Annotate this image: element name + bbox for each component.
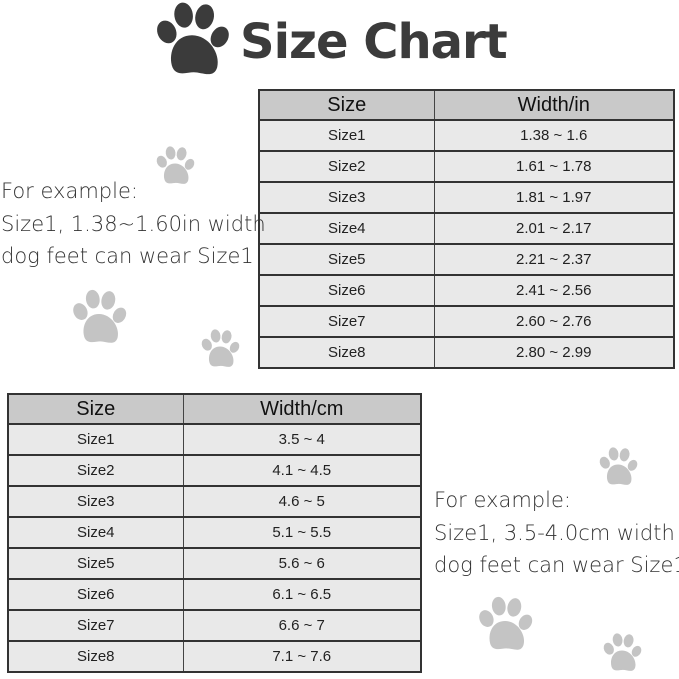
header-size: Size [258,89,435,120]
note-line: For example: [434,488,571,512]
size-cell: Size8 [7,640,184,673]
note-line: dog feet can wear Size1 [1,244,254,268]
note-line: Size1, 1.38~1.60in width [1,211,266,236]
table-row: Size5 2.21 ~ 2.37 [258,243,675,276]
table-row: Size7 6.6 ~ 7 [7,609,422,642]
table-row: Size2 4.1 ~ 4.5 [7,454,422,487]
inch-example-note: For example: Size1, 1.38~1.60in width do… [1,175,266,273]
size-cell: Size3 [258,181,435,214]
width-cell: 2.80 ~ 2.99 [433,336,675,369]
size-cell: Size1 [258,119,435,152]
width-cell: 1.38 ~ 1.6 [433,119,675,152]
cm-example-note: For example: Size1, 3.5-4.0cm width dog … [434,484,679,582]
table-row: Size7 2.60 ~ 2.76 [258,305,675,338]
cm-size-table: Size Width/cm Size1 3.5 ~ 4 Size2 4.1 ~ 4.5 S… [7,393,422,673]
header-size: Size [7,393,184,424]
table-row: Size8 7.1 ~ 7.6 [7,640,422,673]
paw-print-icon [68,288,130,350]
width-cell: 3.5 ~ 4 [182,423,422,456]
size-cell: Size5 [7,547,184,580]
size-cell: Size6 [258,274,435,307]
width-cell: 6.1 ~ 6.5 [182,578,422,611]
table-row: Size6 6.1 ~ 6.5 [7,578,422,611]
note-line: For example: [1,179,138,203]
width-cell: 7.1 ~ 7.6 [182,640,422,673]
size-cell: Size6 [7,578,184,611]
size-cell: Size2 [258,150,435,183]
header-width: Width/cm [182,393,422,424]
size-cell: Size4 [7,516,184,549]
table-row: Size3 4.6 ~ 5 [7,485,422,518]
width-cell: 2.41 ~ 2.56 [433,274,675,307]
paw-print-icon [150,0,234,84]
width-cell: 2.21 ~ 2.37 [433,243,675,276]
table-row: Size1 3.5 ~ 4 [7,423,422,456]
width-cell: 1.81 ~ 1.97 [433,181,675,214]
table-row: Size2 1.61 ~ 1.78 [258,150,675,183]
paw-print-icon [474,595,536,657]
paw-print-icon [600,632,644,676]
width-cell: 4.1 ~ 4.5 [182,454,422,487]
table-row: Size4 2.01 ~ 2.17 [258,212,675,245]
table-row: Size4 5.1 ~ 5.5 [7,516,422,549]
size-cell: Size7 [7,609,184,642]
width-cell: 1.61 ~ 1.78 [433,150,675,183]
size-cell: Size3 [7,485,184,518]
table-row: Size6 2.41 ~ 2.56 [258,274,675,307]
size-cell: Size4 [258,212,435,245]
note-line: Size1, 3.5-4.0cm width [434,520,675,545]
table-row: Size8 2.80 ~ 2.99 [258,336,675,369]
width-cell: 2.60 ~ 2.76 [433,305,675,338]
size-cell: Size8 [258,336,435,369]
page-title: Size Chart [240,14,508,70]
size-cell: Size5 [258,243,435,276]
header-width: Width/in [433,89,675,120]
note-line: dog feet can wear Size1 [434,553,679,577]
table-row: Size5 5.6 ~ 6 [7,547,422,580]
size-cell: Size7 [258,305,435,338]
width-cell: 5.6 ~ 6 [182,547,422,580]
width-cell: 6.6 ~ 7 [182,609,422,642]
width-cell: 4.6 ~ 5 [182,485,422,518]
inch-size-table: Size Width/in Size1 1.38 ~ 1.6 Size2 1.61 ~ … [258,89,675,369]
table-row: Size1 1.38 ~ 1.6 [258,119,675,152]
size-cell: Size2 [7,454,184,487]
width-cell: 2.01 ~ 2.17 [433,212,675,245]
table-row: Size3 1.81 ~ 1.97 [258,181,675,214]
paw-print-icon [198,328,242,372]
size-cell: Size1 [7,423,184,456]
width-cell: 5.1 ~ 5.5 [182,516,422,549]
